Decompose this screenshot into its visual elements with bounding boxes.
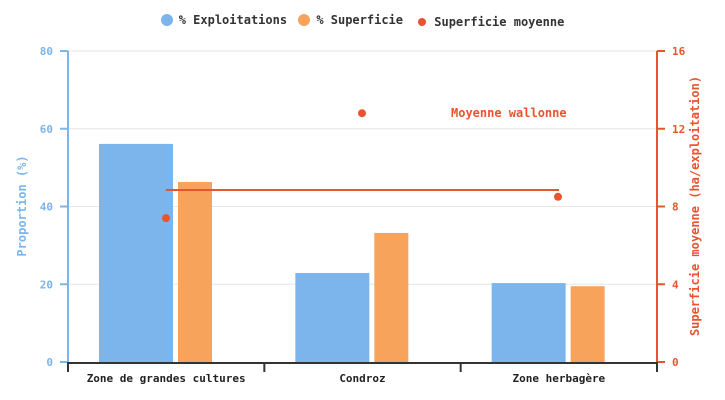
legend-label: % Exploitations	[178, 13, 288, 27]
point-superficie-moyenne	[162, 214, 170, 223]
y-tick-label-right: 12	[672, 123, 685, 136]
y-tick-label-right: 0	[672, 356, 679, 369]
x-tick-label: Zone herbagère	[512, 372, 605, 385]
chart-legend: % Exploitations % Superficie Superficie …	[0, 13, 725, 29]
bar-superficie	[570, 286, 605, 362]
y-tick-label-left: 40	[40, 201, 53, 214]
legend-item-superficie-moyenne[interactable]: Superficie moyenne	[414, 15, 564, 29]
y-tick-label-right: 16	[672, 45, 686, 58]
bar-exploitations	[99, 143, 173, 362]
legend-circle-icon	[298, 14, 311, 26]
y-tick-label-right: 4	[672, 278, 679, 291]
y-tick-label-left: 20	[40, 278, 53, 291]
bar-superficie	[178, 182, 212, 362]
legend-label: % Superficie	[316, 13, 404, 27]
legend-item-superficie[interactable]: % Superficie	[298, 13, 403, 27]
x-tick-label: Zone de grandes cultures	[87, 372, 246, 385]
bar-exploitations	[295, 272, 370, 362]
y-axis-left-title: Proportion (%)	[15, 155, 29, 256]
legend-circle-icon	[160, 14, 173, 26]
bar-series	[99, 143, 605, 362]
y-axis-right-title: Superficie moyenne (ha/exploitation)	[688, 76, 702, 336]
y-tick-label-left: 60	[40, 123, 53, 136]
legend-label: Superficie moyenne	[434, 15, 565, 29]
legend-dot-icon	[418, 18, 427, 26]
bar-exploitations	[491, 283, 566, 362]
y-tick-label-left: 0	[46, 356, 53, 369]
y-tick-label-left: 80	[40, 45, 53, 58]
scatter-series	[162, 109, 562, 223]
point-superficie-moyenne	[554, 192, 562, 201]
x-tick-label: Condroz	[339, 372, 385, 385]
legend-item-exploitations[interactable]: % Exploitations	[160, 13, 288, 27]
y-tick-label-right: 8	[672, 201, 679, 214]
axes: Zone de grandes cultures Condroz Zone herb…	[40, 45, 686, 385]
point-superficie-moyenne	[358, 109, 366, 118]
bar-superficie	[374, 232, 409, 362]
annotation-moyenne-wallonne: Moyenne wallonne	[451, 106, 567, 120]
